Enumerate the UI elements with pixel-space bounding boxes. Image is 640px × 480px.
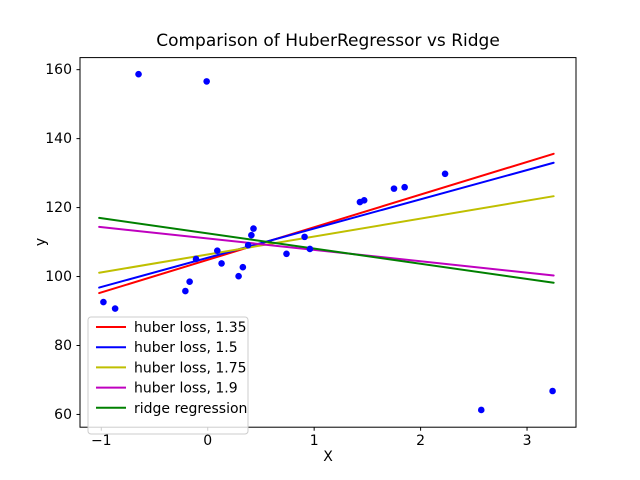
regression-line-ridge-regression bbox=[98, 216, 555, 284]
x-tick-label: 0 bbox=[203, 433, 212, 449]
scatter-point bbox=[360, 197, 368, 204]
scatter-point bbox=[283, 250, 290, 258]
scatter-point bbox=[214, 247, 221, 254]
scatter-point bbox=[239, 263, 247, 271]
scatter-point bbox=[182, 287, 189, 295]
scatter-point bbox=[549, 387, 556, 395]
y-tick-label: 120 bbox=[45, 200, 72, 216]
scatter-point bbox=[100, 298, 107, 306]
x-axis-label: X bbox=[323, 449, 333, 465]
chart-title: Comparison of HuberRegressor vs Ridge bbox=[156, 31, 500, 51]
scatter-point bbox=[135, 70, 142, 78]
y-axis-label: y bbox=[33, 238, 49, 246]
legend-label: huber loss, 1.75 bbox=[134, 360, 247, 376]
scatter-point bbox=[250, 225, 257, 232]
scatter-point bbox=[192, 255, 200, 263]
scatter-point bbox=[186, 278, 193, 286]
legend-label: huber loss, 1.5 bbox=[134, 340, 238, 356]
scatter-point bbox=[301, 233, 308, 241]
x-tick-label: −1 bbox=[91, 433, 112, 449]
scatter-point bbox=[477, 406, 485, 414]
legend-box bbox=[87, 316, 249, 435]
x-tick-label: 2 bbox=[416, 433, 425, 449]
scatter-point bbox=[218, 260, 225, 267]
scatter-point bbox=[235, 272, 242, 280]
x-tick-label: 3 bbox=[523, 433, 532, 449]
y-tick-label: 160 bbox=[45, 62, 72, 78]
scatter-point bbox=[390, 185, 398, 192]
legend-label: ridge regression bbox=[134, 401, 247, 417]
scatter-point bbox=[244, 241, 252, 249]
y-tick-label: 80 bbox=[54, 338, 72, 354]
scatter-point bbox=[441, 170, 449, 178]
scatter-point bbox=[248, 231, 255, 239]
scatter-point bbox=[111, 305, 119, 312]
x-tick-label: 1 bbox=[310, 433, 319, 449]
scatter-point bbox=[203, 78, 210, 85]
legend-label: huber loss, 1.35 bbox=[134, 320, 247, 336]
plot-frame bbox=[79, 57, 577, 428]
y-tick-label: 140 bbox=[45, 131, 72, 147]
regression-line-huber-loss-1-5 bbox=[98, 161, 555, 289]
regression-line-huber-loss-1-75 bbox=[98, 195, 555, 274]
y-tick-label: 100 bbox=[45, 269, 72, 285]
y-tick-label: 60 bbox=[54, 407, 72, 423]
scatter-point bbox=[306, 245, 314, 253]
legend-label: huber loss, 1.9 bbox=[134, 381, 238, 397]
scatter-point bbox=[401, 183, 408, 191]
regression-line-huber-loss-1-35 bbox=[98, 152, 555, 295]
